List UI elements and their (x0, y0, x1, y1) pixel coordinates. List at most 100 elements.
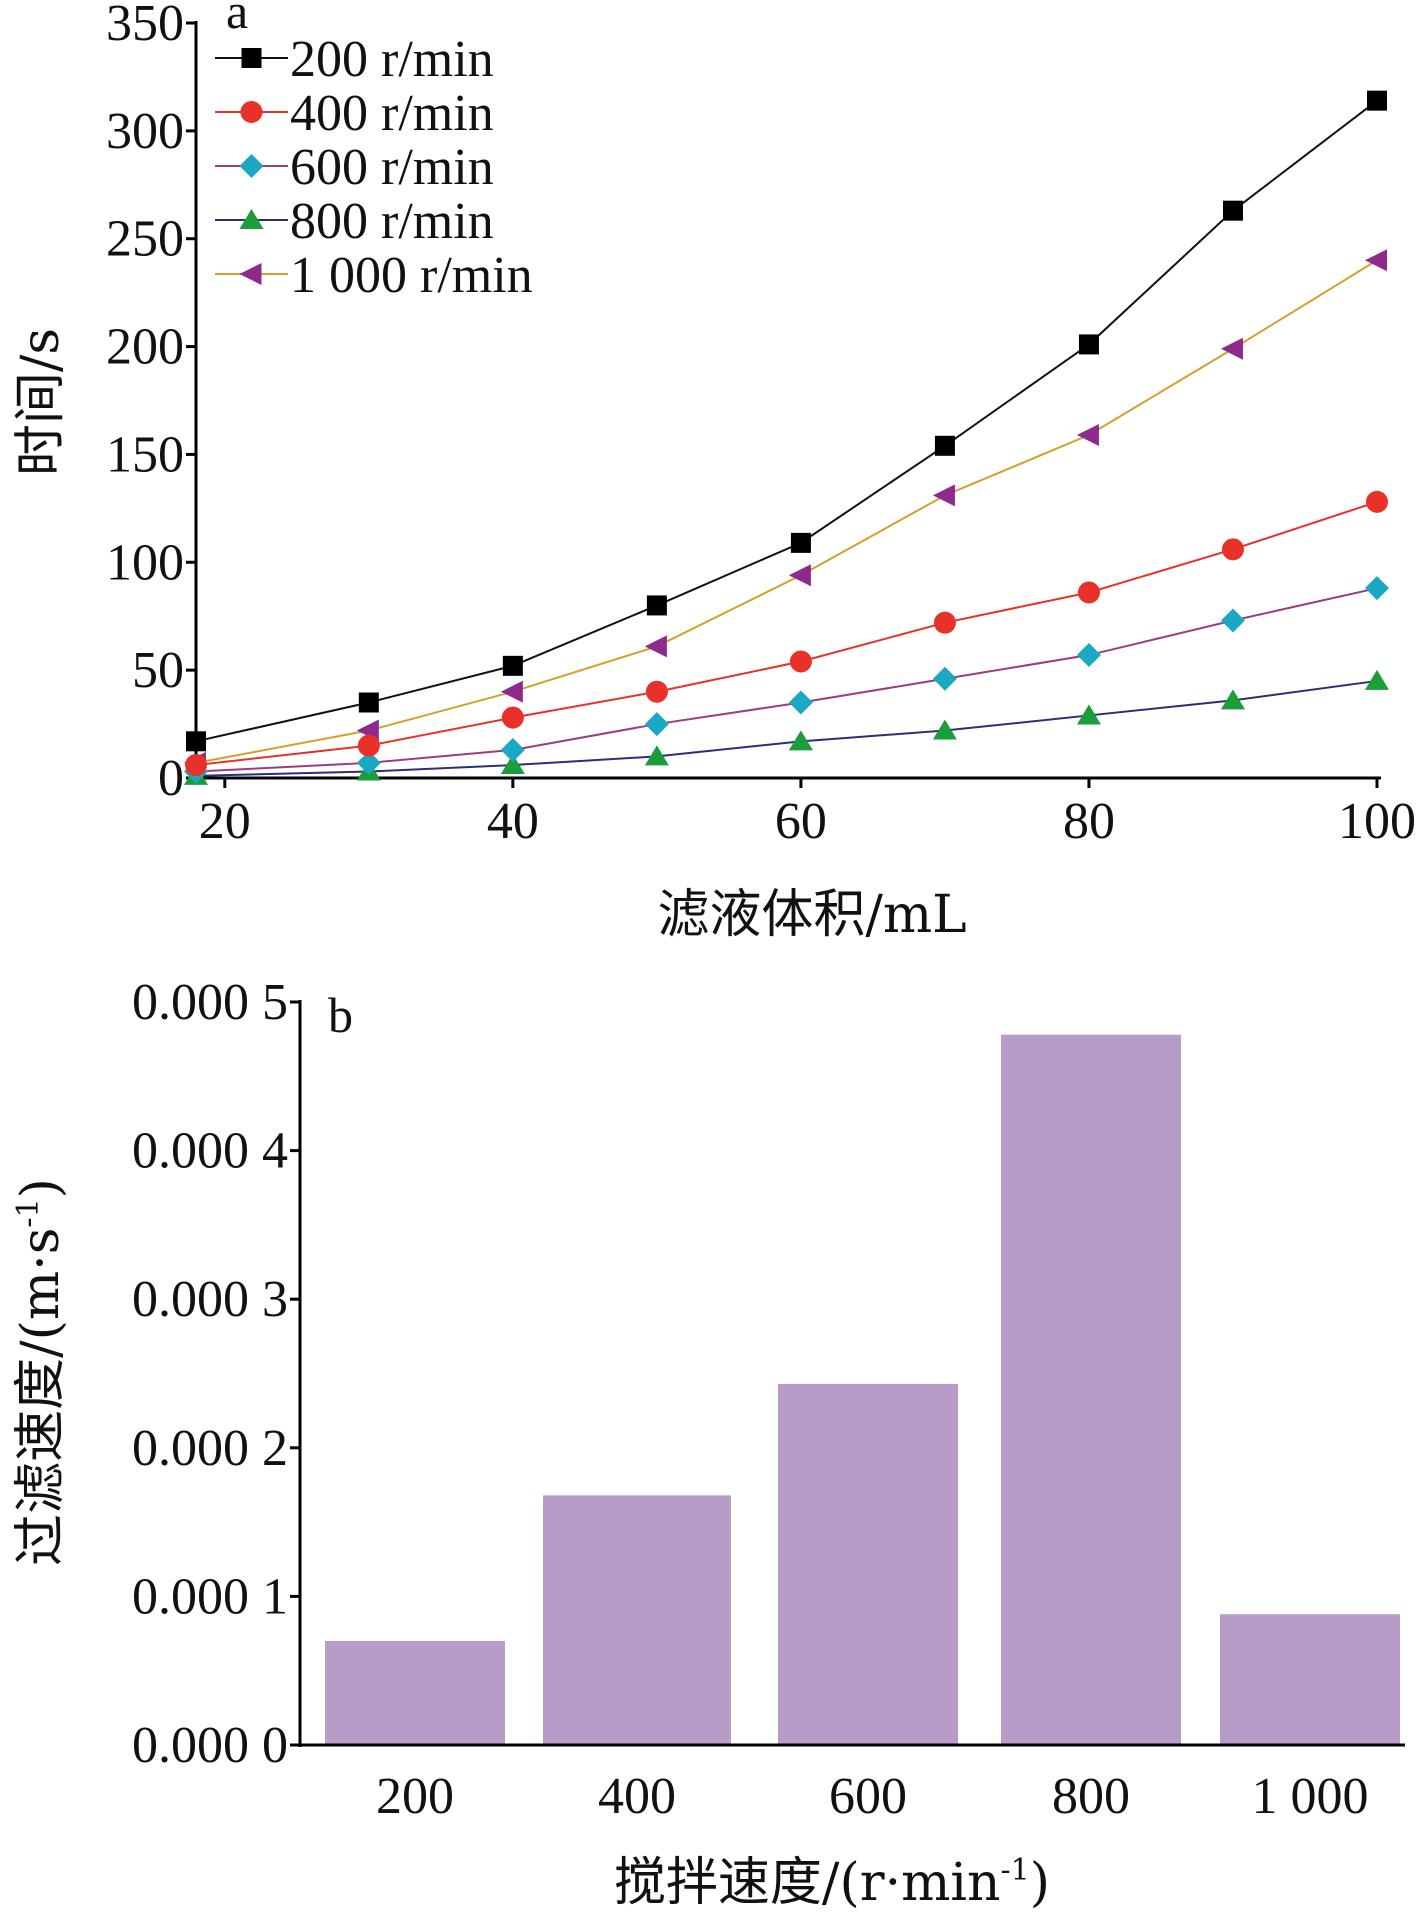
panel-a-y-axis-title: 时间/s (11, 328, 71, 476)
panel-a-legend-label: 1 000 r/min (290, 247, 533, 304)
panel-a-data-point (788, 690, 813, 715)
panel-b-y-tick-label: 0.000 4 (132, 1123, 288, 1180)
panel-a-legend-label: 200 r/min (290, 31, 494, 88)
panel-a-x-tick-label: 80 (1063, 793, 1115, 850)
panel-a-series-1 (185, 490, 1388, 777)
panel-a-x-tick-label: 20 (199, 793, 251, 850)
panel-a-legend-marker (239, 263, 262, 285)
panel-a-y-ticks: 0 50 100 150 200 250 300 350 (106, 0, 196, 807)
panel-a-data-point (500, 754, 525, 775)
panel-a-data-point (1365, 669, 1389, 690)
panel-a-legend-marker (239, 209, 264, 229)
panel-b-bar (778, 1383, 958, 1745)
panel-a-x-axis-title: 滤液体积/mL (657, 885, 966, 945)
panel-a-series-2 (184, 576, 1389, 784)
panel-a-legend-item: 1 000 r/min (215, 247, 533, 304)
panel-b-y-axis-title: 过滤速度/(m·s-1) (11, 1178, 71, 1566)
panel-a-label: a (226, 0, 248, 39)
panel-a-data-point (1367, 90, 1387, 111)
panel-a-data-point (788, 564, 811, 587)
panel-a-data-point (644, 635, 667, 658)
panel-a-data-point (502, 655, 523, 676)
panel-b-x-tick-label: 1 000 (1252, 1768, 1369, 1825)
panel-b-y-axis-title-sup: -1 (11, 1198, 46, 1227)
panel-a-data-point (500, 737, 525, 762)
panel-b-x-tick-label: 600 (829, 1768, 907, 1825)
panel-a-series-0 (186, 90, 1387, 752)
panel-a-x-tick-label: 60 (775, 793, 827, 850)
panel-a-data-point (646, 595, 667, 616)
panel-a-data-point (1365, 249, 1387, 272)
panel-a-data-point (1220, 608, 1245, 633)
panel-b-bar (1001, 1034, 1181, 1745)
panel-a-y-tick-label: 300 (106, 103, 184, 160)
panel-b-label: b (328, 987, 353, 1043)
panel-a-legend-label: 800 r/min (290, 193, 494, 250)
panel-a-data-point (788, 730, 813, 751)
panel-a-y-tick-label: 50 (132, 642, 184, 699)
panel-a-legend-item: 600 r/min (215, 139, 494, 196)
panel-b-y-tick-label: 0.000 5 (132, 974, 288, 1031)
panel-a-data-point (1366, 490, 1388, 513)
panel-a-x-ticks: 20 40 60 80 100 (199, 778, 1416, 850)
panel-b-x-tick-label: 800 (1052, 1768, 1130, 1825)
panel-b-y-tick-label: 0.000 1 (132, 1568, 288, 1625)
panel-a-data-point (644, 712, 669, 737)
panel-a-data-point (356, 750, 381, 775)
panel-a-data-point (358, 692, 379, 713)
panel-a-y-tick-label: 350 (106, 0, 184, 52)
panel-b-x-tick-label: 400 (598, 1768, 676, 1825)
panel-a-data-point (186, 731, 206, 752)
panel-a-y-tick-label: 0 (158, 750, 184, 807)
panel-a-data-point (501, 706, 524, 729)
panel-a-data-point (932, 719, 957, 740)
panel-a-data-point (789, 650, 812, 673)
panel-a-data-point (1220, 689, 1245, 710)
panel-a-legend-marker (241, 48, 262, 68)
panel-b-y-tick-label: 0.000 0 (132, 1717, 288, 1774)
panel-a-data-point (185, 754, 207, 777)
panel-a-legend-label: 400 r/min (290, 85, 494, 142)
panel-a-y-tick-label: 250 (106, 211, 184, 268)
panel-a-y-tick-label: 200 (106, 319, 184, 376)
panel-b-x-ticks: 200 400 600 800 1 000 (376, 1768, 1369, 1825)
panel-a-data-point (1365, 576, 1389, 601)
panel-b-x-axis-title-sup: -1 (1001, 1853, 1030, 1888)
panel-a-legend-label: 600 r/min (290, 139, 494, 196)
panel-b-bar (543, 1495, 731, 1745)
panel-a-series-line (195, 259, 1378, 764)
chart-panel-a: 0 50 100 150 200 250 300 350 20 40 60 80 100 200 r/… (11, 0, 1416, 945)
panel-b-bar (1220, 1614, 1400, 1745)
panel-a-data-point (1078, 334, 1099, 355)
panel-a-data-point (645, 680, 668, 703)
panel-a-legend-marker (240, 101, 263, 123)
panel-b-y-axis-title-tail: ) (11, 1178, 71, 1198)
panel-b-y-tick-label: 0.000 2 (132, 1420, 288, 1477)
panel-b-y-axis-title-main: 过滤速度/(m·s (11, 1228, 71, 1566)
panel-b-bar (325, 1640, 505, 1745)
panel-b-y-ticks: 0.000 0 0.000 1 0.000 2 0.000 3 0.000 4 0.000… (132, 974, 300, 1774)
panel-a-data-point (934, 435, 955, 456)
panel-a-data-point (1220, 337, 1243, 360)
panel-b-x-axis-title-tail: ) (1030, 1853, 1050, 1913)
chart-panel-b: 0.000 0 0.000 1 0.000 2 0.000 3 0.000 4 0.000… (11, 974, 1405, 1913)
panel-b-bars (325, 1034, 1400, 1745)
panel-a-series (184, 90, 1389, 785)
panel-a-data-point (1221, 538, 1244, 561)
panel-b-x-axis-title: 搅拌速度/(r·min-1) (614, 1853, 1050, 1913)
panel-a-legend-item: 400 r/min (215, 85, 494, 142)
panel-a-data-point (932, 484, 955, 507)
panel-a-y-tick-label: 150 (106, 426, 184, 483)
panel-b-x-axis-title-main: 搅拌速度/(r·min (614, 1853, 1001, 1913)
panel-a-data-point (500, 680, 523, 703)
panel-a-data-point (1076, 424, 1099, 447)
panel-a-y-tick-label: 100 (106, 534, 184, 591)
panel-a-data-point (1222, 200, 1243, 221)
panel-a-data-point (644, 745, 669, 766)
panel-a-x-tick-label: 100 (1338, 793, 1416, 850)
panel-a-data-point (932, 666, 957, 691)
panel-a-data-point (790, 532, 811, 553)
panel-a-legend-marker (239, 154, 264, 178)
panel-a-data-point (933, 611, 956, 634)
